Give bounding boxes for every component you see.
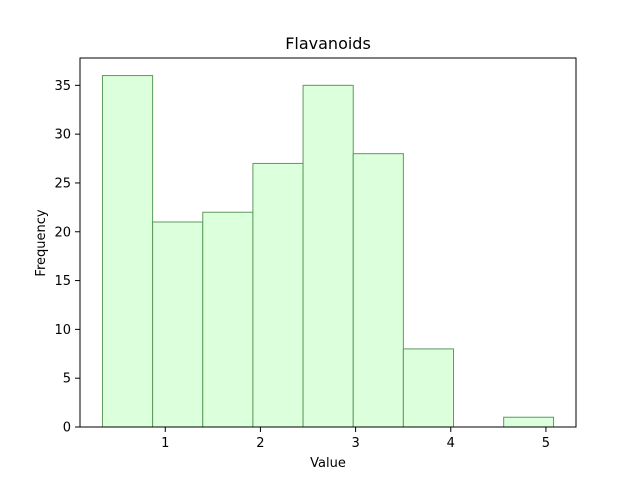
y-tick-label: 15 [54,274,71,289]
histogram-bar-3 [252,162,304,428]
plot-area-frame [79,57,577,428]
y-axis: 0 5 10 15 20 25 30 35 [54,79,80,436]
histogram-bar-1 [152,221,204,428]
x-tick-label: 2 [256,436,264,451]
x-axis: 1 2 3 4 5 [161,427,550,451]
histogram-bars [101,75,555,428]
y-tick-label: 35 [54,79,71,94]
histogram-bar-4 [302,84,354,428]
histogram-bar-5 [352,153,404,428]
x-axis-label: Value [310,456,346,471]
y-tick-label: 5 [63,372,71,387]
y-axis-label: Frequency [34,209,49,276]
y-tick-label: 10 [54,323,71,338]
histogram-bar-6 [402,348,455,428]
y-tick-label: 30 [54,128,71,143]
x-tick-label: 3 [351,436,359,451]
x-tick-label: 1 [161,436,169,451]
chart-title: Flavanoids [285,34,371,53]
histogram-bar-2 [202,211,254,428]
y-tick-label: 0 [63,421,71,436]
y-tick-label: 20 [54,225,71,240]
x-tick-label: 4 [447,436,455,451]
histogram-bar-0 [101,75,154,428]
x-tick-label: 5 [542,436,550,451]
y-tick-label: 25 [54,176,71,191]
histogram-bar-8 [503,416,555,428]
